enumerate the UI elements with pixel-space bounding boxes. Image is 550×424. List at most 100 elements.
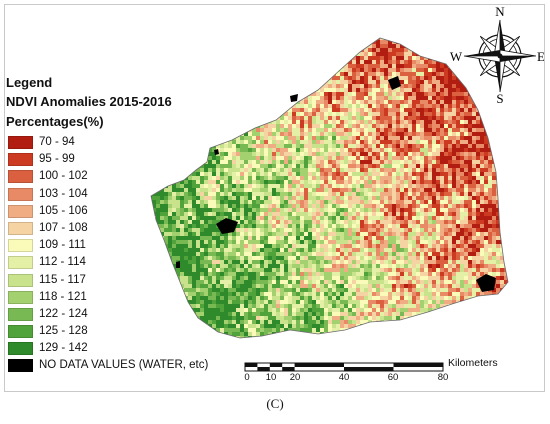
- raster-cell: [344, 208, 348, 212]
- raster-cell: [216, 252, 220, 256]
- raster-cell: [332, 248, 336, 252]
- raster-cell: [412, 38, 416, 40]
- raster-cell: [344, 132, 348, 136]
- raster-cell: [180, 212, 184, 216]
- raster-cell: [296, 196, 300, 200]
- raster-cell: [464, 192, 468, 196]
- raster-cell: [216, 164, 220, 168]
- raster-cell: [476, 172, 480, 176]
- raster-cell: [300, 164, 304, 168]
- raster-cell: [400, 204, 404, 208]
- raster-cell: [348, 48, 352, 52]
- raster-cell: [272, 64, 276, 68]
- raster-cell: [472, 112, 476, 116]
- raster-cell: [376, 232, 380, 236]
- raster-cell: [244, 216, 248, 220]
- raster-cell: [268, 52, 272, 56]
- raster-cell: [436, 164, 440, 168]
- raster-cell: [212, 192, 216, 196]
- raster-cell: [388, 92, 392, 96]
- raster-cell: [324, 68, 328, 72]
- raster-cell: [436, 168, 440, 172]
- raster-cell: [364, 84, 368, 88]
- raster-cell: [296, 168, 300, 172]
- raster-cell: [216, 200, 220, 204]
- raster-cell: [432, 204, 436, 208]
- raster-cell: [184, 232, 188, 236]
- raster-cell: [304, 56, 308, 60]
- raster-cell: [508, 124, 512, 128]
- raster-cell: [312, 224, 316, 228]
- raster-cell: [216, 192, 220, 196]
- raster-cell: [436, 124, 440, 128]
- raster-cell: [424, 156, 428, 160]
- raster-cell: [412, 52, 416, 56]
- raster-cell: [400, 38, 404, 40]
- raster-cell: [268, 60, 272, 64]
- raster-cell: [488, 168, 492, 172]
- raster-cell: [392, 128, 396, 132]
- raster-cell: [400, 140, 404, 144]
- raster-cell: [392, 96, 396, 100]
- raster-cell: [192, 180, 196, 184]
- raster-cell: [508, 184, 512, 188]
- raster-cell: [272, 100, 276, 104]
- raster-cell: [324, 172, 328, 176]
- raster-cell: [284, 168, 288, 172]
- raster-cell: [276, 204, 280, 208]
- raster-cell: [168, 224, 172, 228]
- raster-cell: [224, 184, 228, 188]
- raster-cell: [492, 220, 496, 224]
- raster-cell: [304, 184, 308, 188]
- raster-cell: [320, 124, 324, 128]
- raster-cell: [268, 148, 272, 152]
- raster-cell: [428, 204, 432, 208]
- raster-cell: [412, 252, 416, 256]
- raster-cell: [424, 80, 428, 84]
- raster-cell: [448, 100, 452, 104]
- raster-cell: [216, 64, 220, 68]
- raster-cell: [276, 124, 280, 128]
- raster-cell: [172, 44, 176, 48]
- raster-cell: [328, 172, 332, 176]
- raster-cell: [236, 248, 240, 252]
- raster-cell: [456, 248, 460, 252]
- raster-cell: [152, 56, 156, 60]
- raster-cell: [268, 132, 272, 136]
- raster-cell: [284, 124, 288, 128]
- raster-cell: [444, 132, 448, 136]
- raster-cell: [492, 240, 496, 244]
- raster-cell: [276, 68, 280, 72]
- raster-cell: [364, 228, 368, 232]
- raster-cell: [372, 188, 376, 192]
- raster-cell: [280, 156, 284, 160]
- raster-cell: [164, 236, 168, 240]
- raster-cell: [192, 208, 196, 212]
- raster-cell: [172, 56, 176, 60]
- raster-cell: [172, 204, 176, 208]
- raster-cell: [268, 252, 272, 256]
- raster-cell: [396, 104, 400, 108]
- raster-cell: [464, 100, 468, 104]
- raster-cell: [448, 124, 452, 128]
- raster-cell: [472, 116, 476, 120]
- raster-cell: [180, 192, 184, 196]
- raster-cell: [428, 236, 432, 240]
- raster-cell: [252, 252, 256, 256]
- raster-cell: [348, 64, 352, 68]
- raster-cell: [392, 120, 396, 124]
- raster-cell: [236, 56, 240, 60]
- raster-cell: [176, 44, 180, 48]
- raster-cell: [256, 104, 260, 108]
- raster-cell: [392, 136, 396, 140]
- raster-cell: [404, 200, 408, 204]
- raster-cell: [256, 208, 260, 212]
- raster-cell: [316, 128, 320, 132]
- raster-cell: [236, 160, 240, 164]
- raster-cell: [432, 224, 436, 228]
- raster-cell: [364, 252, 368, 256]
- raster-cell: [200, 220, 204, 224]
- raster-cell: [224, 180, 228, 184]
- raster-cell: [176, 68, 180, 72]
- raster-cell: [288, 80, 292, 84]
